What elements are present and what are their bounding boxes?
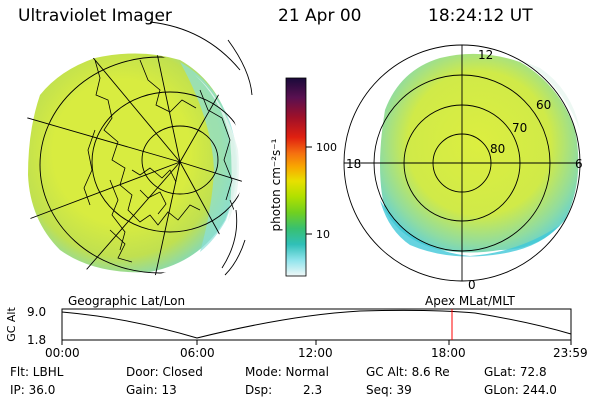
info-ip: IP: 36.0 bbox=[10, 383, 56, 397]
time-label: 18:24:12 UT bbox=[428, 6, 533, 26]
geographic-map bbox=[17, 21, 253, 278]
info-gc-alt: GC Alt: 8.6 Re bbox=[366, 365, 450, 379]
mlt-label-top: 12 bbox=[478, 48, 494, 62]
info-door: Door: Closed bbox=[126, 365, 203, 379]
lat-label-60: 60 bbox=[536, 98, 552, 112]
colorbar-tick-100: 100 bbox=[316, 141, 337, 154]
info-mode: Mode: Normal bbox=[245, 365, 329, 379]
info-seq: Seq: 39 bbox=[366, 383, 412, 397]
apex-map bbox=[343, 44, 581, 282]
info-flt: Flt: LBHL bbox=[10, 365, 64, 379]
lat-label-80: 80 bbox=[490, 142, 506, 156]
time-tick-2359: 23:59 bbox=[553, 346, 588, 360]
time-tick-0600: 06:00 bbox=[180, 346, 215, 360]
lat-label-70: 70 bbox=[512, 121, 528, 135]
time-tick-1200: 12:00 bbox=[298, 346, 333, 360]
info-dsp-label: Dsp: bbox=[245, 383, 273, 397]
altitude-strip bbox=[61, 308, 572, 345]
left-map-caption: Geographic Lat/Lon bbox=[68, 294, 186, 308]
altitude-ylabel: GC Alt bbox=[4, 307, 18, 342]
colorbar bbox=[285, 77, 312, 277]
right-map-caption: Apex MLat/MLT bbox=[425, 294, 515, 308]
info-dsp-value: 2.3 bbox=[303, 383, 323, 397]
app-title: Ultraviolet Imager bbox=[18, 6, 172, 26]
altitude-ytick-top: 9.0 bbox=[27, 305, 47, 319]
info-gain: Gain: 13 bbox=[126, 383, 177, 397]
time-tick-0000: 00:00 bbox=[45, 346, 80, 360]
colorbar-tick-10: 10 bbox=[316, 228, 330, 241]
info-glon: GLon: 244.0 bbox=[484, 383, 557, 397]
info-glat: GLat: 72.8 bbox=[484, 365, 547, 379]
altitude-ytick-bottom: 1.8 bbox=[27, 333, 47, 347]
mlt-label-left: 18 bbox=[346, 157, 362, 171]
time-tick-1800: 18:00 bbox=[431, 346, 466, 360]
date-label: 21 Apr 00 bbox=[278, 6, 362, 26]
mlt-label-right: 6 bbox=[575, 157, 583, 171]
mlt-label-bottom: 0 bbox=[468, 278, 476, 292]
colorbar-unit-label: photon cm⁻²s⁻¹ bbox=[269, 138, 283, 232]
